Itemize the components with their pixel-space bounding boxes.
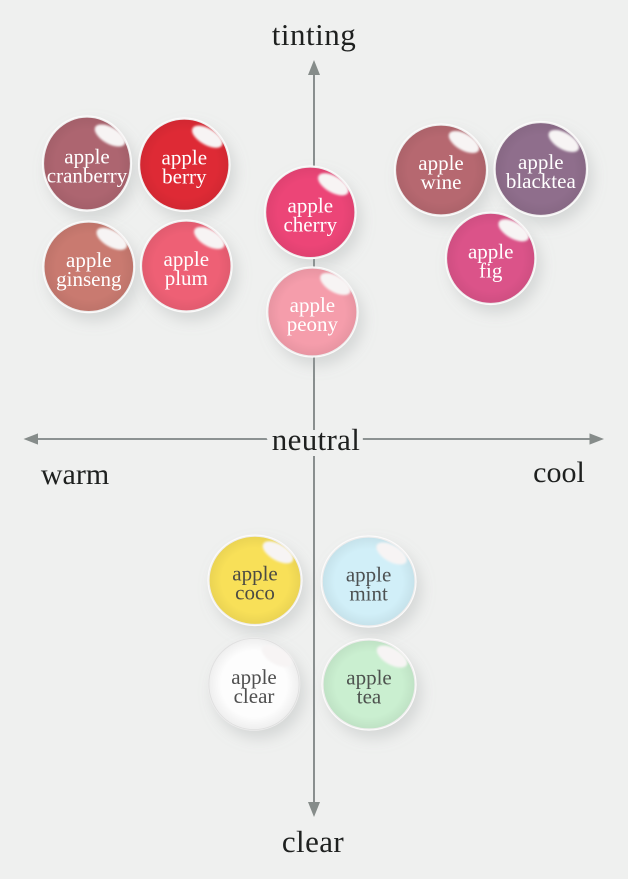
svg-text:apple: apple [64, 145, 109, 169]
svg-text:apple: apple [231, 665, 276, 689]
svg-text:cool: cool [533, 456, 585, 489]
svg-text:apple: apple [288, 193, 333, 217]
svg-text:apple: apple [468, 239, 513, 263]
svg-text:apple: apple [232, 561, 277, 585]
svg-text:neutral: neutral [272, 422, 361, 457]
svg-text:apple: apple [162, 146, 207, 170]
svg-text:apple: apple [346, 666, 391, 690]
svg-text:apple: apple [66, 248, 111, 272]
svg-text:fig: fig [479, 258, 503, 282]
svg-text:apple: apple [164, 247, 209, 271]
svg-text:mint: mint [349, 582, 388, 606]
svg-text:clear: clear [282, 824, 344, 859]
svg-text:plum: plum [165, 266, 208, 290]
svg-text:blacktea: blacktea [506, 169, 577, 193]
svg-text:peony: peony [287, 312, 339, 336]
svg-text:cranberry: cranberry [47, 164, 128, 188]
svg-text:warm: warm [41, 458, 109, 491]
svg-text:clear: clear [234, 684, 275, 708]
svg-text:apple: apple [418, 151, 463, 175]
svg-text:apple: apple [346, 563, 391, 587]
svg-text:tinting: tinting [272, 17, 356, 52]
svg-text:ginseng: ginseng [56, 267, 122, 291]
svg-text:berry: berry [162, 165, 207, 189]
svg-text:tea: tea [357, 685, 382, 709]
svg-text:apple: apple [290, 293, 335, 317]
svg-text:cherry: cherry [283, 212, 337, 236]
svg-text:coco: coco [235, 580, 275, 604]
svg-text:apple: apple [518, 150, 563, 174]
svg-text:wine: wine [421, 170, 462, 194]
